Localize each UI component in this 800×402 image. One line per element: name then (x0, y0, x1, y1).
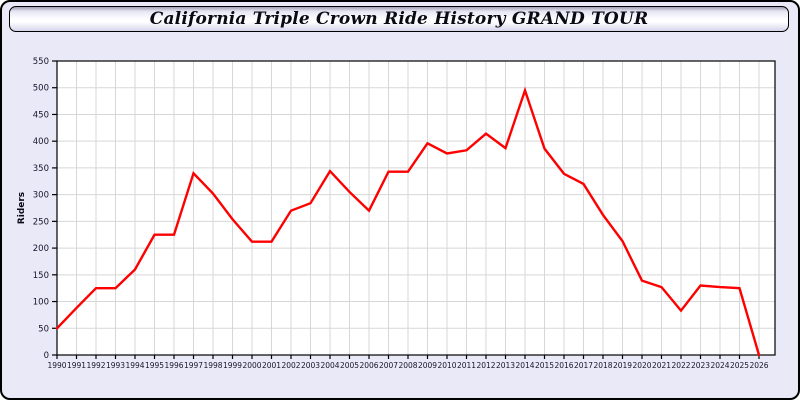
x-tick-label: 2013 (496, 361, 515, 370)
x-tick-label: 2004 (320, 361, 339, 370)
y-tick-label: 500 (33, 84, 49, 94)
x-tick-label: 1992 (86, 361, 105, 370)
y-tick-label: 550 (33, 57, 49, 67)
x-tick-label: 2008 (398, 361, 417, 370)
y-tick-label: 250 (33, 217, 49, 227)
y-tick-label: 150 (33, 271, 49, 281)
y-tick-label: 50 (38, 324, 49, 334)
x-tick-label: 2015 (535, 361, 554, 370)
y-tick-label: 400 (33, 137, 49, 147)
x-tick-label: 2012 (476, 361, 495, 370)
x-tick-label: 2025 (730, 361, 749, 370)
x-tick-label: 1994 (125, 361, 144, 370)
x-tick-label: 1996 (164, 361, 183, 370)
x-tick-label: 2017 (574, 361, 593, 370)
y-axis-title: Riders (17, 192, 27, 224)
y-tick-label: 450 (33, 110, 49, 120)
x-tick-label: 2005 (340, 361, 359, 370)
x-tick-label: 2022 (671, 361, 690, 370)
x-tick-label: 2021 (652, 361, 671, 370)
x-tick-label: 2020 (632, 361, 651, 370)
x-tick-label: 2000 (242, 361, 261, 370)
y-tick-label: 350 (33, 164, 49, 174)
x-tick-label: 1993 (106, 361, 125, 370)
x-tick-label: 2024 (710, 361, 729, 370)
x-tick-label: 2018 (593, 361, 612, 370)
x-tick-label: 2006 (359, 361, 378, 370)
x-tick-label: 2010 (437, 361, 456, 370)
x-tick-label: 2011 (457, 361, 476, 370)
x-tick-label: 2001 (262, 361, 281, 370)
title-bar: California Triple Crown Ride History GRA… (9, 6, 789, 32)
y-tick-label: 100 (33, 298, 49, 308)
x-tick-label: 2023 (691, 361, 710, 370)
y-tick-label: 0 (44, 351, 49, 361)
x-tick-label: 2009 (418, 361, 437, 370)
x-tick-label: 2007 (379, 361, 398, 370)
x-tick-label: 1999 (223, 361, 242, 370)
y-tick-label: 200 (33, 244, 49, 254)
x-tick-label: 2014 (515, 361, 534, 370)
y-tick-label: 300 (33, 191, 49, 201)
x-tick-label: 2016 (554, 361, 573, 370)
x-tick-label: 2026 (749, 361, 768, 370)
chart-title: California Triple Crown Ride History GRA… (149, 9, 649, 29)
x-tick-label: 1991 (67, 361, 86, 370)
x-tick-label: 2019 (613, 361, 632, 370)
x-tick-label: 2003 (301, 361, 320, 370)
x-tick-label: 1990 (47, 361, 66, 370)
x-tick-label: 1995 (145, 361, 164, 370)
x-tick-label: 1998 (203, 361, 222, 370)
plot-frame (56, 60, 776, 356)
x-tick-label: 1997 (184, 361, 203, 370)
x-tick-label: 2002 (281, 361, 300, 370)
riders-line-series (55, 86, 761, 357)
plot-area (57, 61, 775, 355)
